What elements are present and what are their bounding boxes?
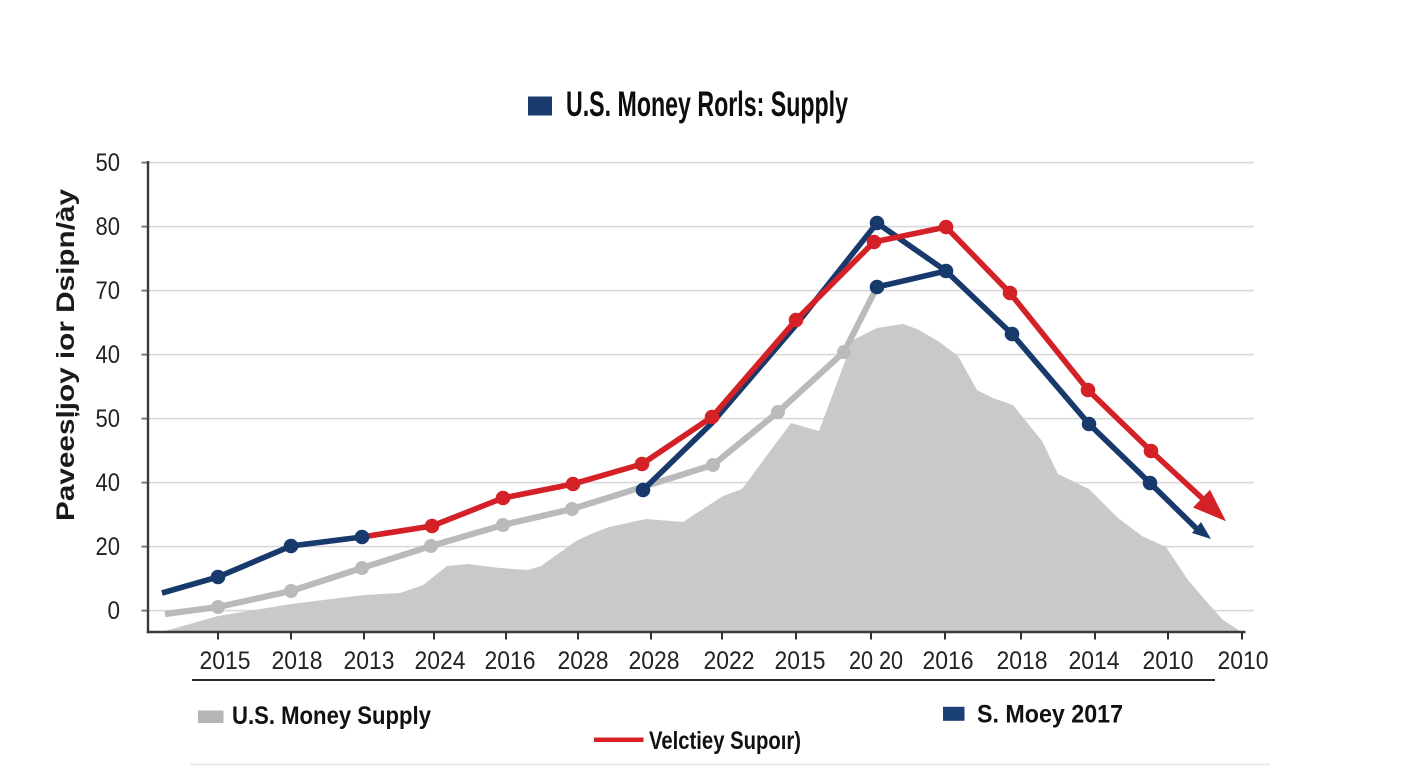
svg-text:40: 40 <box>96 341 121 369</box>
svg-text:U.S. Money Rorls: Supply: U.S. Money Rorls: Supply <box>566 85 848 124</box>
svg-text:50: 50 <box>96 149 121 177</box>
svg-text:0: 0 <box>108 597 121 625</box>
svg-text:2015: 2015 <box>200 647 251 675</box>
svg-text:2028: 2028 <box>558 647 609 675</box>
svg-text:Velctiey Supoır): Velctiey Supoır) <box>649 727 801 755</box>
svg-text:20: 20 <box>96 533 121 561</box>
svg-text:2016: 2016 <box>485 647 536 675</box>
svg-text:2014: 2014 <box>1069 647 1120 675</box>
svg-text:70: 70 <box>96 277 121 305</box>
svg-text:2010: 2010 <box>1143 647 1194 675</box>
svg-text:40: 40 <box>96 469 121 497</box>
svg-text:20 20: 20 20 <box>849 647 903 675</box>
svg-text:2016: 2016 <box>923 647 974 675</box>
svg-text:S. Moey 2017: S. Moey 2017 <box>977 700 1123 728</box>
svg-text:2022: 2022 <box>704 647 755 675</box>
svg-text:80: 80 <box>96 213 121 241</box>
svg-text:2024: 2024 <box>415 647 466 675</box>
svg-text:Paveesļjoy ior Dsipn/ày: Paveesļjoy ior Dsipn/ày <box>52 189 80 521</box>
svg-text:2013: 2013 <box>344 647 395 675</box>
svg-text:2028: 2028 <box>629 647 680 675</box>
svg-text:2018: 2018 <box>272 647 323 675</box>
svg-text:2010: 2010 <box>1218 647 1269 675</box>
svg-text:50: 50 <box>96 405 121 433</box>
svg-text:U.S. Money Supply: U.S. Money Supply <box>232 702 431 730</box>
svg-text:2018: 2018 <box>997 647 1048 675</box>
svg-text:2015: 2015 <box>775 647 826 675</box>
